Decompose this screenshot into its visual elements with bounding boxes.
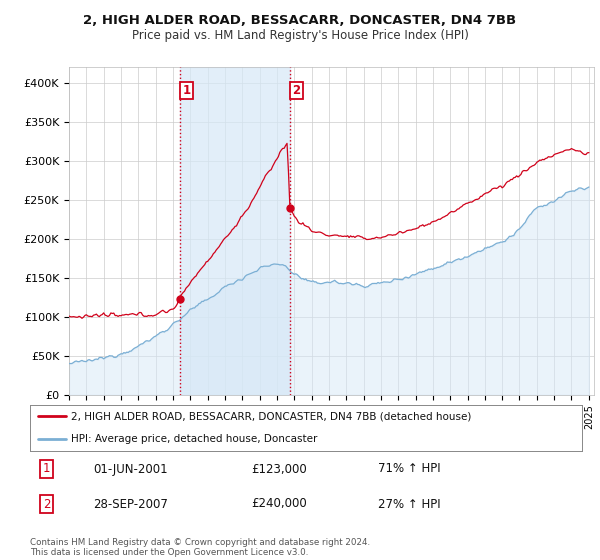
Text: Price paid vs. HM Land Registry's House Price Index (HPI): Price paid vs. HM Land Registry's House …	[131, 29, 469, 42]
Text: 1: 1	[43, 463, 50, 475]
Text: 71% ↑ HPI: 71% ↑ HPI	[378, 463, 440, 475]
Text: £240,000: £240,000	[251, 497, 307, 511]
Text: 2, HIGH ALDER ROAD, BESSACARR, DONCASTER, DN4 7BB (detached house): 2, HIGH ALDER ROAD, BESSACARR, DONCASTER…	[71, 412, 472, 421]
Text: 1: 1	[183, 84, 191, 97]
Text: 27% ↑ HPI: 27% ↑ HPI	[378, 497, 440, 511]
Text: 2: 2	[293, 84, 301, 97]
Text: 28-SEP-2007: 28-SEP-2007	[94, 497, 169, 511]
Text: 2: 2	[43, 497, 50, 511]
Bar	[180, 67, 290, 395]
Text: Contains HM Land Registry data © Crown copyright and database right 2024.
This d: Contains HM Land Registry data © Crown c…	[30, 538, 370, 557]
Text: HPI: Average price, detached house, Doncaster: HPI: Average price, detached house, Donc…	[71, 435, 318, 444]
Text: £123,000: £123,000	[251, 463, 307, 475]
Text: 01-JUN-2001: 01-JUN-2001	[94, 463, 168, 475]
Text: 2, HIGH ALDER ROAD, BESSACARR, DONCASTER, DN4 7BB: 2, HIGH ALDER ROAD, BESSACARR, DONCASTER…	[83, 14, 517, 27]
